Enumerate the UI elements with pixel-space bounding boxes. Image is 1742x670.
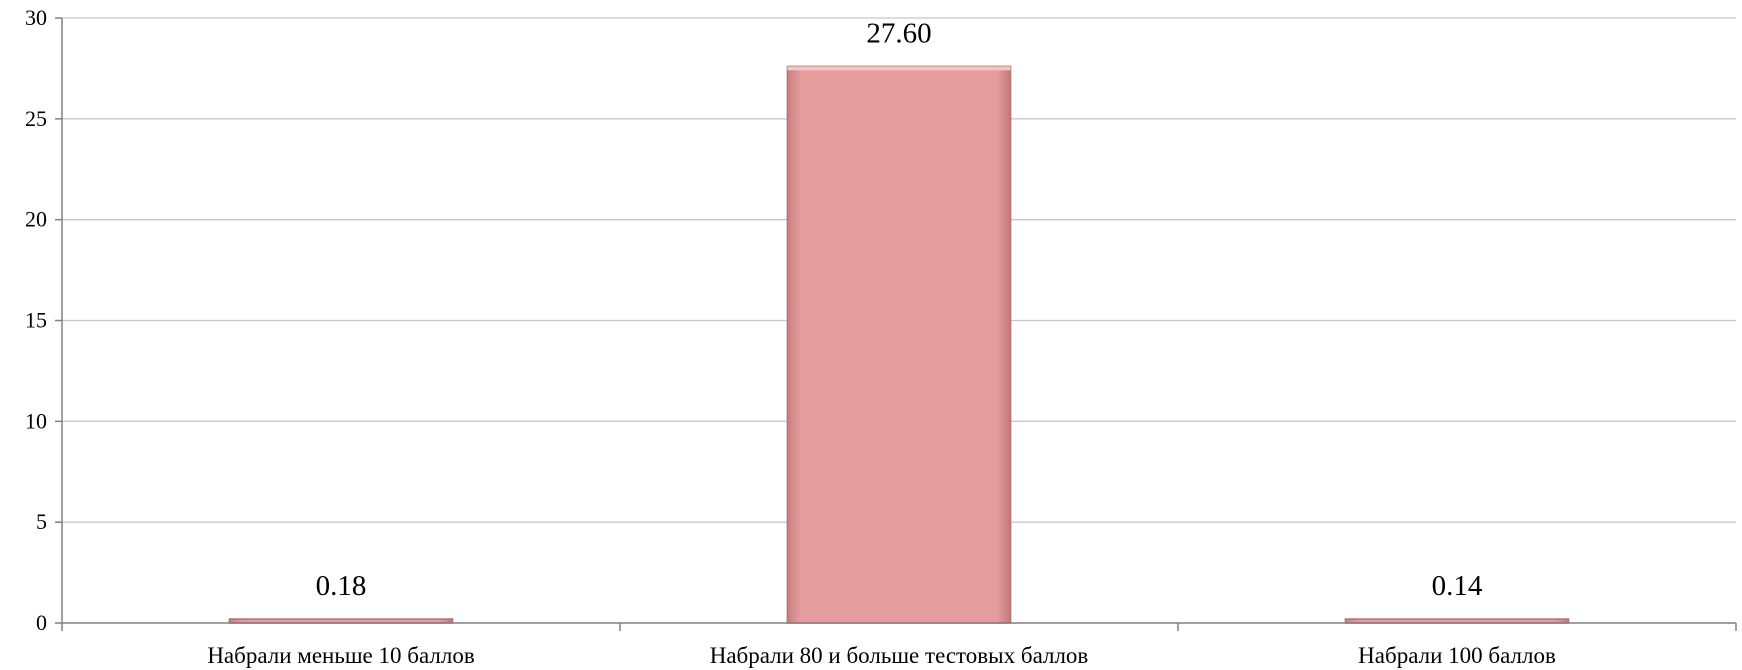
x-tick-label: Набрали 100 баллов	[1358, 643, 1556, 668]
data-label: 0.14	[1432, 570, 1483, 602]
y-tick-label: 5	[36, 509, 47, 534]
x-tick-label: Набрали меньше 10 баллов	[207, 643, 475, 668]
bar	[786, 65, 1012, 624]
data-label: 27.60	[866, 17, 931, 49]
data-label: 0.18	[316, 570, 367, 602]
axes	[55, 17, 1737, 631]
bars	[228, 65, 1570, 624]
y-tick-label: 30	[25, 5, 47, 30]
bar-top-highlight	[787, 66, 1011, 71]
x-tick-label: Набрали 80 и больше тестовых баллов	[710, 643, 1089, 668]
y-tick-label: 20	[25, 207, 47, 232]
y-tick-label: 10	[25, 408, 47, 433]
y-tick-label: 25	[25, 106, 47, 131]
y-tick-label: 0	[36, 610, 47, 635]
labels: 0 5 10 15 20 25 30 0.18 Набрали меньше 10 баллов…	[25, 5, 1556, 668]
y-tick-label: 15	[25, 308, 47, 333]
